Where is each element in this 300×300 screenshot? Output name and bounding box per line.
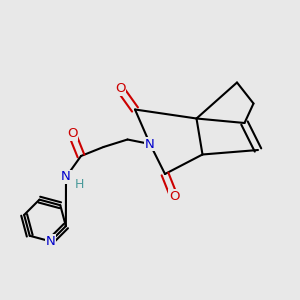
Text: O: O (67, 127, 77, 140)
Text: N: N (46, 235, 56, 248)
Text: H: H (75, 178, 84, 191)
Text: O: O (169, 190, 179, 203)
Text: N: N (145, 137, 155, 151)
Text: N: N (61, 170, 71, 184)
Text: O: O (115, 82, 125, 95)
